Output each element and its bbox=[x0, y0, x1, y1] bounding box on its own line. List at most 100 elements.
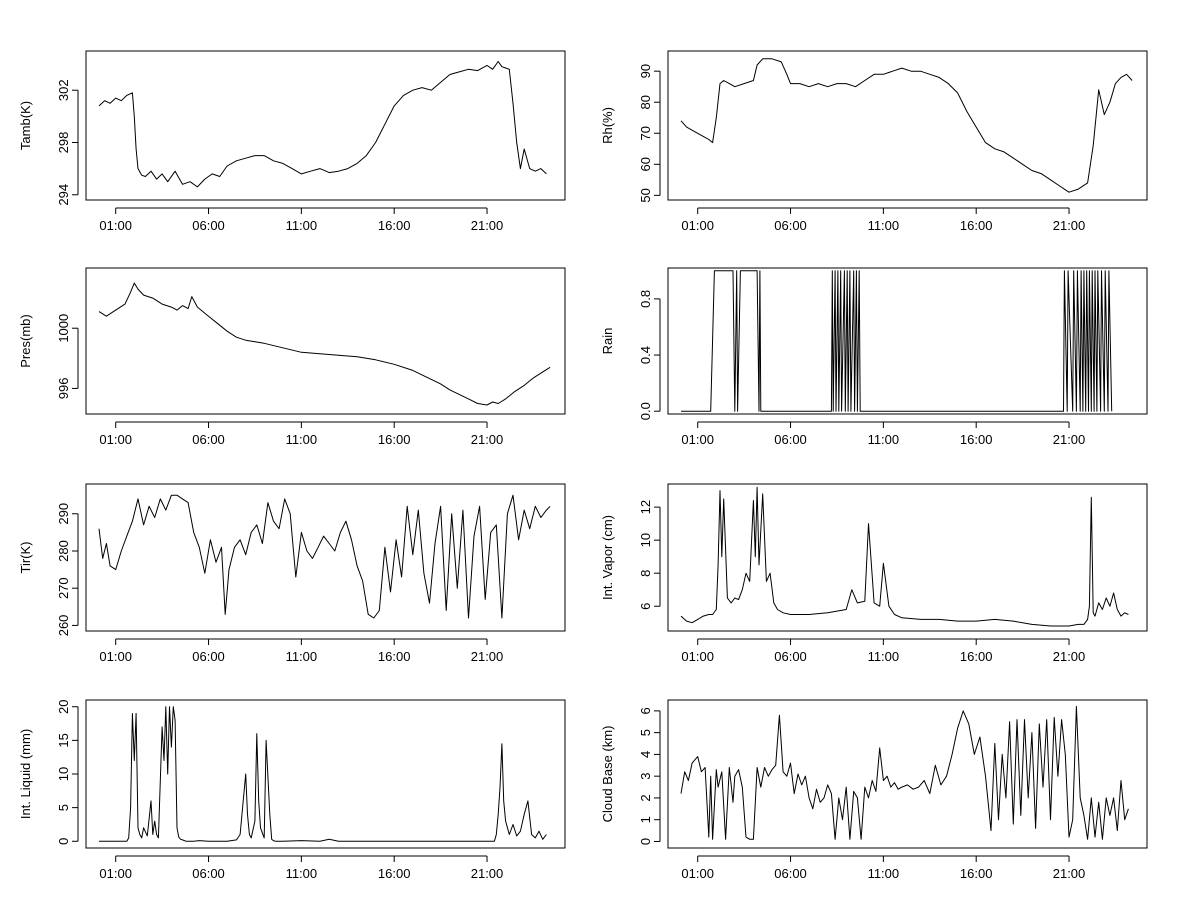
x-tick-label: 11:00 bbox=[868, 866, 900, 881]
y-tick-label: 12 bbox=[638, 500, 653, 514]
x-tick-label: 01:00 bbox=[99, 218, 132, 233]
x-tick-label: 06:00 bbox=[774, 866, 807, 881]
plot-frame bbox=[85, 267, 566, 415]
y-tick-label: 4 bbox=[638, 751, 653, 758]
panel-2: 50 60 70 80 90 Rh(%) 01:00 06:00 11:00 16:00 21:00 bbox=[600, 50, 1148, 233]
x-tick-label: 11:00 bbox=[868, 218, 900, 233]
y-axis-label: Cloud Base (km) bbox=[600, 726, 615, 823]
y-tick-label: 70 bbox=[638, 126, 653, 140]
series-line bbox=[680, 706, 1129, 840]
x-tick-label: 06:00 bbox=[192, 649, 225, 664]
x-tick-label: 16:00 bbox=[378, 866, 411, 881]
x-tick-label: 01:00 bbox=[681, 218, 714, 233]
y-axis-label: Int. Liquid (mm) bbox=[18, 729, 33, 819]
x-tick-label: 11:00 bbox=[286, 866, 318, 881]
x-tick-label: 21:00 bbox=[1053, 649, 1086, 664]
series-line bbox=[99, 706, 547, 842]
plot-frame bbox=[667, 699, 1148, 849]
y-tick-label: 50 bbox=[638, 188, 653, 202]
y-tick-label: 270 bbox=[56, 577, 71, 599]
x-tick-label: 01:00 bbox=[681, 649, 714, 664]
y-tick-label: 0.0 bbox=[638, 402, 653, 420]
y-tick-label: 0.8 bbox=[638, 290, 653, 308]
x-tick-label: 21:00 bbox=[1053, 866, 1086, 881]
y-tick-label: 6 bbox=[638, 603, 653, 610]
y-tick-label: 10 bbox=[638, 533, 653, 547]
x-tick-label: 16:00 bbox=[378, 432, 411, 447]
x-tick-label: 06:00 bbox=[774, 218, 807, 233]
y-tick-label: 6 bbox=[638, 707, 653, 714]
x-tick-label: 21:00 bbox=[1053, 218, 1086, 233]
y-tick-label: 20 bbox=[56, 699, 71, 713]
x-tick-label: 21:00 bbox=[471, 649, 504, 664]
series-line bbox=[680, 58, 1133, 193]
y-axis-label: Pres(mb) bbox=[18, 314, 33, 367]
y-tick-label: 5 bbox=[638, 729, 653, 736]
x-tick-label: 16:00 bbox=[960, 866, 993, 881]
y-tick-label: 280 bbox=[56, 540, 71, 562]
x-tick-label: 06:00 bbox=[192, 218, 225, 233]
y-axis-label: Tamb(K) bbox=[18, 101, 33, 150]
x-tick-label: 16:00 bbox=[960, 218, 993, 233]
x-tick-label: 21:00 bbox=[471, 432, 504, 447]
y-tick-label: 3 bbox=[638, 773, 653, 780]
y-tick-label: 5 bbox=[56, 804, 71, 811]
x-tick-label: 16:00 bbox=[960, 649, 993, 664]
y-tick-label: 8 bbox=[638, 570, 653, 577]
y-tick-label: 90 bbox=[638, 64, 653, 78]
y-tick-label: 2 bbox=[638, 794, 653, 801]
y-tick-label: 10 bbox=[56, 767, 71, 781]
x-tick-label: 01:00 bbox=[681, 432, 714, 447]
y-tick-label: 260 bbox=[56, 615, 71, 637]
plot-frame bbox=[667, 483, 1148, 632]
x-tick-label: 16:00 bbox=[378, 649, 411, 664]
y-tick-label: 80 bbox=[638, 95, 653, 109]
x-tick-label: 06:00 bbox=[192, 866, 225, 881]
x-tick-label: 11:00 bbox=[286, 432, 318, 447]
y-tick-label: 294 bbox=[56, 184, 71, 206]
y-tick-label: 302 bbox=[56, 79, 71, 101]
y-tick-label: 1000 bbox=[56, 314, 71, 343]
x-tick-label: 01:00 bbox=[99, 866, 132, 881]
panel-5: 260 270 280 290 Tir(K) 01:00 06:00 11:00 16:00 21… bbox=[18, 483, 566, 664]
x-tick-label: 16:00 bbox=[960, 432, 993, 447]
y-tick-label: 1 bbox=[638, 816, 653, 823]
panel-6: 6 8 10 12 Int. Vapor (cm) 01:00 06:00 11:00 16:0… bbox=[600, 483, 1148, 664]
y-tick-label: 60 bbox=[638, 157, 653, 171]
x-tick-label: 11:00 bbox=[868, 649, 900, 664]
plot-frame bbox=[85, 483, 566, 632]
y-tick-label: 0 bbox=[56, 838, 71, 845]
x-tick-label: 01:00 bbox=[99, 432, 132, 447]
y-axis-label: Rain bbox=[600, 328, 615, 355]
x-tick-label: 11:00 bbox=[286, 218, 318, 233]
x-tick-label: 21:00 bbox=[471, 866, 504, 881]
panel-3: 996 1000 Pres(mb) 01:00 06:00 11:00 16:00 21:00 bbox=[18, 267, 566, 447]
plot-frame bbox=[85, 50, 566, 201]
y-tick-label: 996 bbox=[56, 378, 71, 400]
plot-frame bbox=[85, 699, 566, 849]
x-tick-label: 06:00 bbox=[774, 432, 807, 447]
x-tick-label: 01:00 bbox=[681, 866, 714, 881]
x-tick-label: 21:00 bbox=[1053, 432, 1086, 447]
y-tick-label: 0 bbox=[638, 838, 653, 845]
series-line bbox=[681, 270, 1113, 412]
y-tick-label: 0.4 bbox=[638, 346, 653, 364]
y-axis-label: Tir(K) bbox=[18, 541, 33, 573]
panel-4: 0.0 0.4 0.8 Rain 01:00 06:00 11:00 16:00 21:00 bbox=[600, 267, 1148, 447]
y-tick-label: 15 bbox=[56, 733, 71, 747]
x-tick-label: 01:00 bbox=[99, 649, 132, 664]
x-tick-label: 11:00 bbox=[286, 649, 318, 664]
x-tick-label: 11:00 bbox=[868, 432, 900, 447]
plot-frame bbox=[667, 267, 1148, 415]
panel-1: 294 298 302 Tamb(K) 01:00 06:00 11:00 16:00 21:0… bbox=[18, 50, 566, 233]
x-tick-label: 21:00 bbox=[471, 218, 504, 233]
series-line bbox=[680, 486, 1129, 627]
y-tick-label: 298 bbox=[56, 132, 71, 154]
y-axis-label: Rh(%) bbox=[600, 107, 615, 144]
y-axis-label: Int. Vapor (cm) bbox=[600, 515, 615, 600]
plot-frame bbox=[667, 50, 1148, 201]
series-line bbox=[98, 61, 547, 188]
x-tick-label: 06:00 bbox=[192, 432, 225, 447]
series-line bbox=[98, 282, 551, 406]
